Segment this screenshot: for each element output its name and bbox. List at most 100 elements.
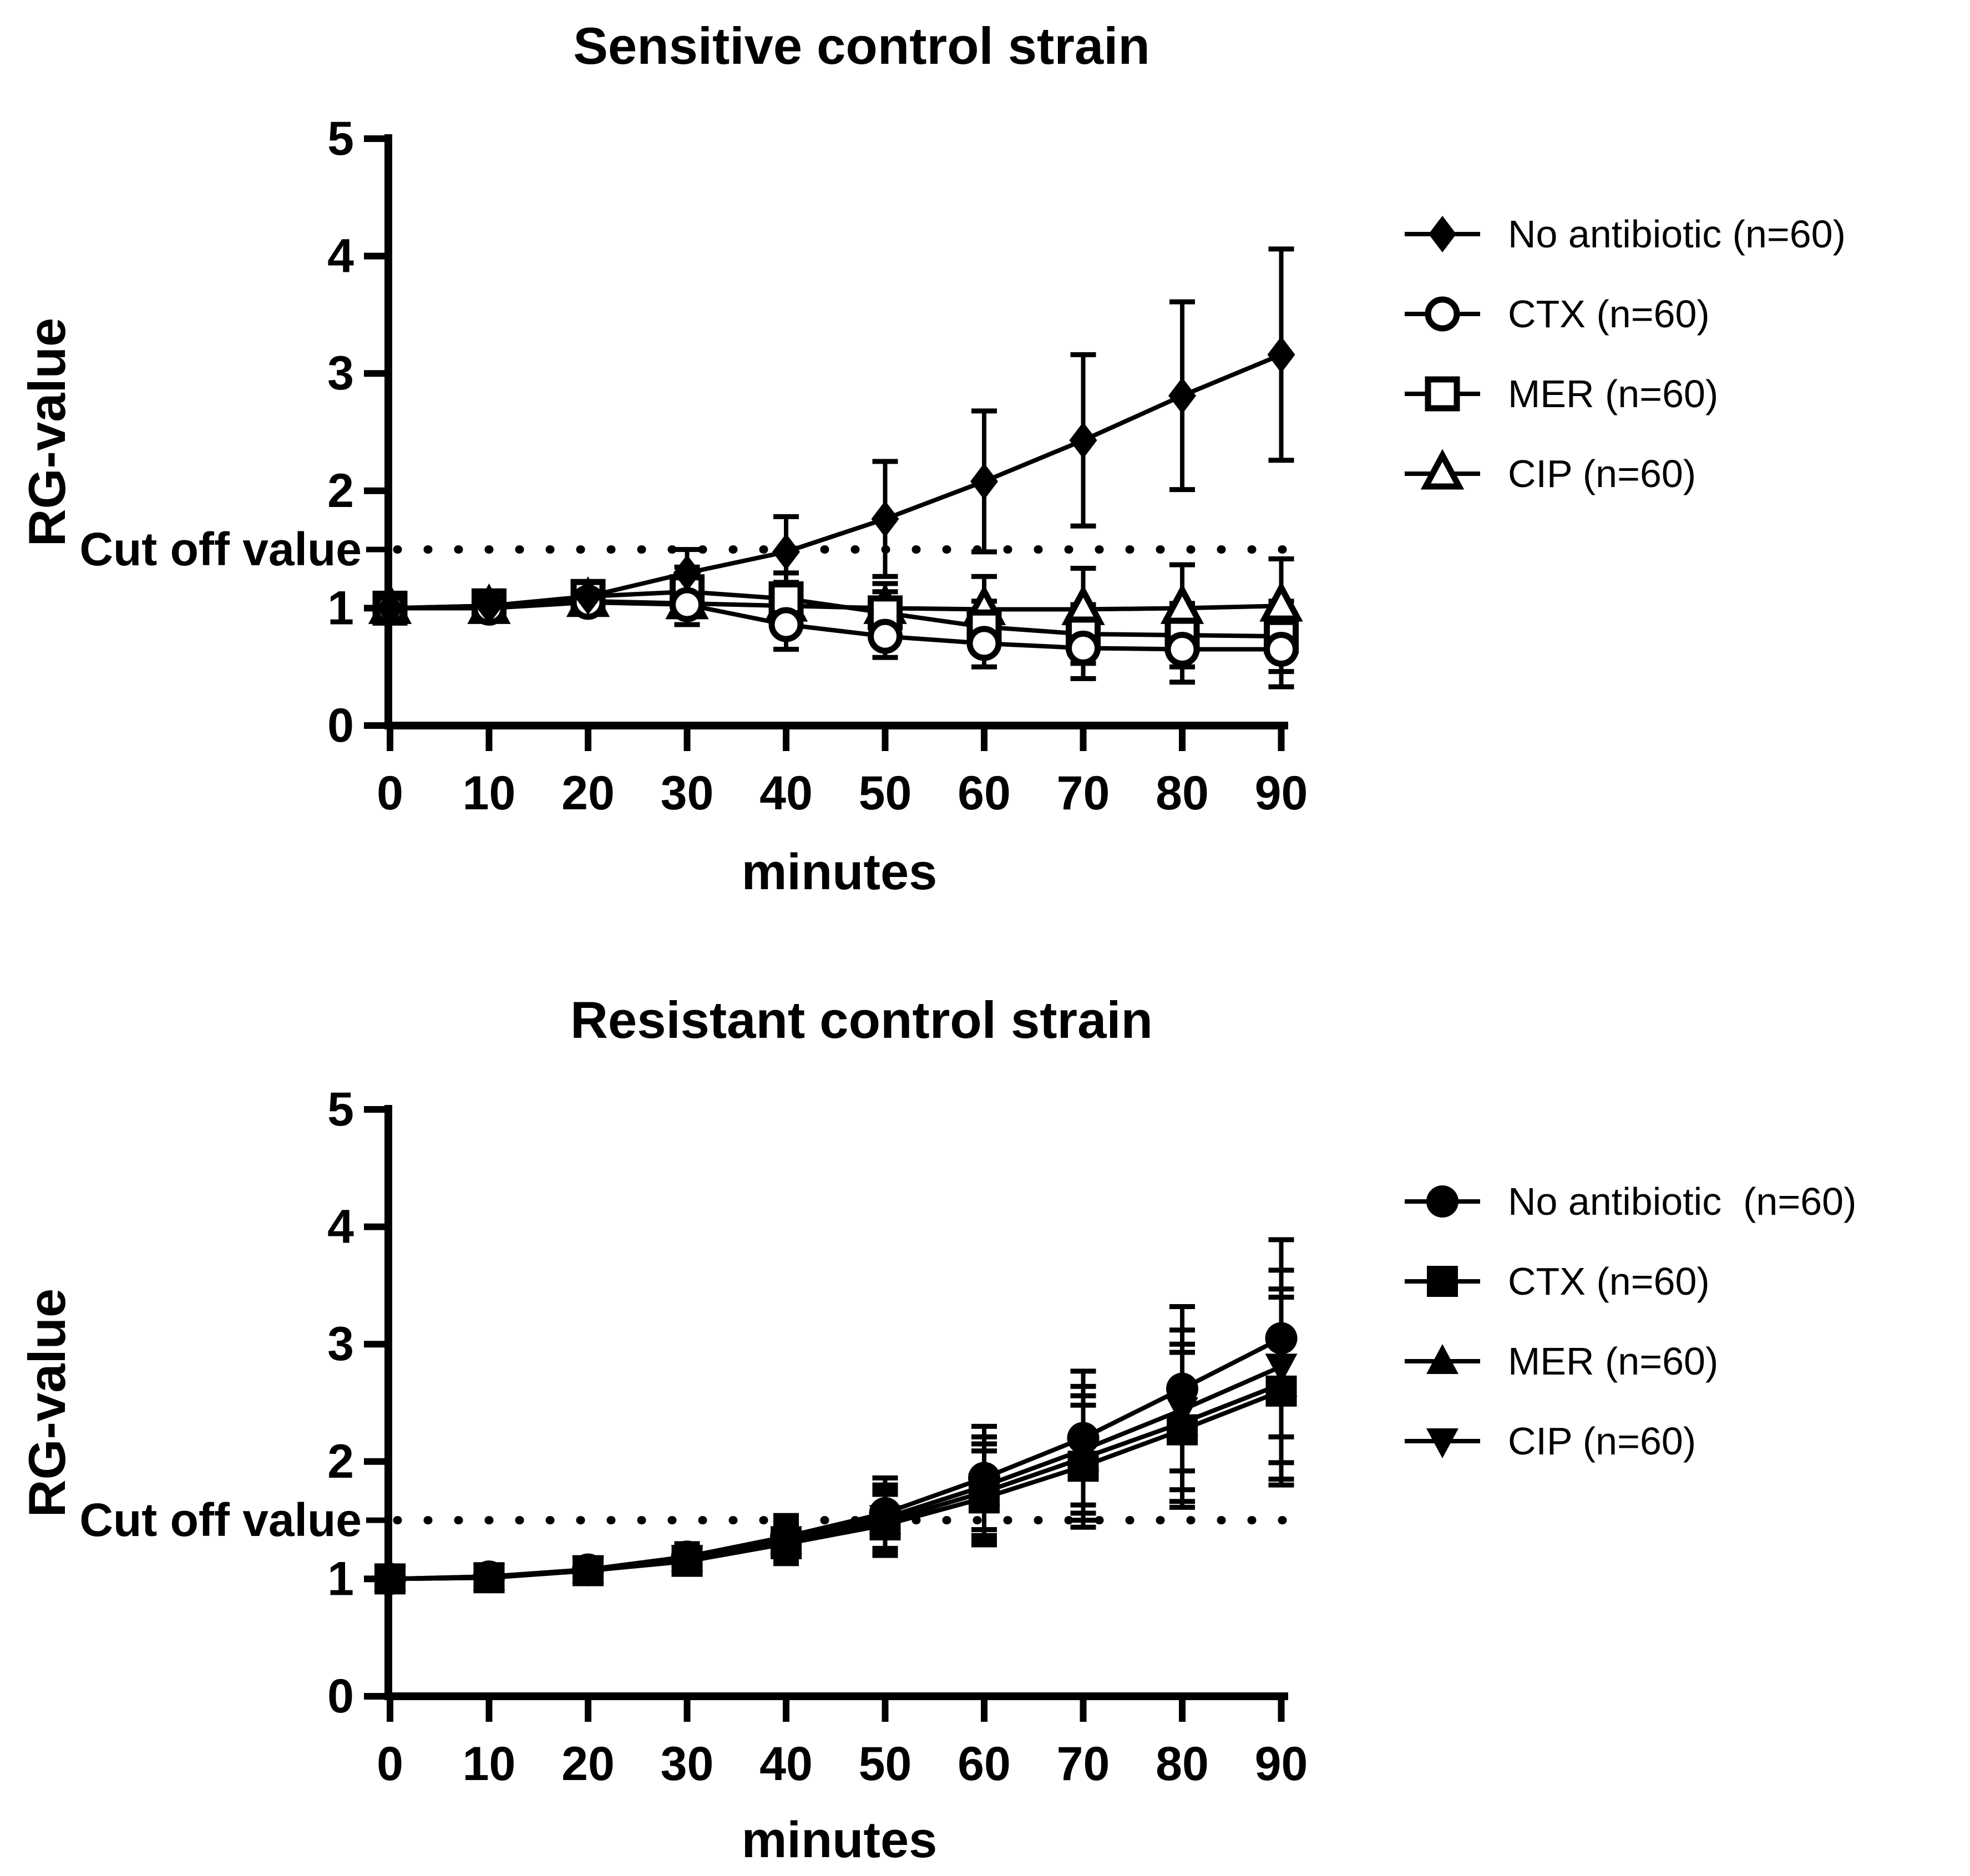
circle-open-icon [966, 626, 1002, 661]
circle-open-icon [1164, 631, 1200, 667]
circle-filled-icon [572, 1553, 604, 1586]
series-markers-ctx-n-60 [372, 585, 1299, 667]
legend-marker-triangle-filled-icon [1405, 1344, 1480, 1374]
page-title-resistant: Resistant control strain [570, 991, 1153, 1049]
cutoff-label: Cut off value [79, 523, 362, 575]
circle-open-icon [1066, 630, 1101, 666]
diamond-filled-icon [1267, 336, 1295, 373]
x-tick-label: 50 [859, 767, 912, 820]
legend-label: CIP (n=60) [1508, 1419, 1696, 1463]
x-tick-label: 60 [958, 1737, 1011, 1791]
series-markers-cip-n-60 [374, 1353, 1298, 1596]
y-axis-label: RG-value [18, 317, 76, 547]
x-tick-label: 80 [1156, 767, 1209, 820]
x-tick-label: 10 [463, 1737, 516, 1791]
series-markers-no-antibiotic-n-60 [374, 1322, 1298, 1595]
page-title-sensitive: Sensitive control strain [573, 17, 1150, 75]
series-line-cip-n-60 [389, 1364, 1283, 1581]
legend-marker-square-open-icon [1405, 376, 1480, 412]
triangle-open-icon [1160, 583, 1204, 624]
circle-filled-icon [1166, 1372, 1198, 1405]
x-tick-label: 70 [1057, 767, 1110, 820]
circle-filled-icon [671, 1540, 703, 1573]
y-tick-label: 2 [327, 464, 354, 518]
circle-open-icon [868, 618, 903, 654]
diamond-filled-icon [1168, 377, 1196, 414]
legend-label: CTX (n=60) [1508, 292, 1710, 336]
circle-filled-icon [473, 1560, 505, 1593]
diamond-filled-icon [1069, 422, 1097, 459]
diamond-filled-icon [376, 590, 404, 627]
legend-label: CTX (n=60) [1508, 1260, 1710, 1303]
legend-label: MER (n=60) [1508, 372, 1719, 415]
square-filled-icon [1167, 1414, 1198, 1446]
circle-filled-icon [770, 1520, 802, 1553]
diamond-filled-icon [871, 500, 899, 538]
x-tick-label: 60 [958, 767, 1011, 820]
x-tick-label: 40 [759, 1737, 813, 1791]
circle-filled-icon [1426, 1185, 1458, 1218]
series-line-ctx-n-60 [390, 600, 1282, 652]
y-axis-label: RG-value [18, 1288, 76, 1518]
legend-item-no-antibiotic-n-60: No antibiotic (n=60) [1404, 1162, 1969, 1241]
y-tick-label: 3 [327, 347, 354, 400]
y-tick-label: 1 [327, 581, 354, 635]
x-tick-label: 50 [859, 1737, 912, 1791]
circle-filled-icon [1067, 1422, 1100, 1454]
error-bars-mer-n-60 [377, 564, 1294, 675]
x-tick-label: 90 [1255, 767, 1308, 820]
triangle-open-icon [1259, 581, 1303, 622]
legend-item-ctx-n-60: CTX (n=60) [1404, 1241, 1969, 1321]
y-tick-label: 4 [327, 1200, 354, 1254]
x-tick-label: 0 [377, 1737, 403, 1791]
sensitive-chart-panel: 0 1 2 3 4 5 0 10 20 30 40 50 60 70 80 90 Sensitive cont… [0, 0, 1970, 937]
circle-open-icon [1425, 296, 1460, 332]
square-filled-icon [1067, 1451, 1099, 1482]
square-filled-icon [1265, 1375, 1297, 1407]
legend-marker-diamond-filled-icon [1405, 216, 1480, 252]
triangle-down-filled-icon [1426, 1428, 1458, 1458]
triangle-open-icon [1420, 449, 1465, 490]
x-tick-label: 20 [561, 767, 615, 820]
series-markers-no-antibiotic-n-60 [376, 336, 1295, 627]
x-tick-label: 90 [1255, 1737, 1308, 1791]
y-tick-label: 1 [327, 1552, 354, 1605]
y-tick-label: 4 [327, 230, 354, 283]
circle-open-icon [768, 607, 804, 642]
circle-filled-icon [869, 1497, 902, 1529]
legend-marker-triangle-down-filled-icon [1405, 1428, 1480, 1458]
circle-filled-icon [1265, 1322, 1298, 1355]
legend-marker-circle-open-icon [1405, 296, 1480, 332]
error-bars-no-antibiotic-n-60 [377, 246, 1294, 617]
legend-label: No antibiotic (n=60) [1508, 1180, 1857, 1223]
series-line-mer-n-60 [389, 1382, 1282, 1581]
diamond-filled-icon [475, 587, 503, 625]
legend-item-mer-n-60: MER (n=60) [1404, 354, 1969, 434]
legend-item-cip-n-60: CIP (n=60) [1404, 1401, 1969, 1481]
series-line-no-antibiotic-n-60 [389, 1336, 1283, 1581]
legend-label: No antibiotic (n=60) [1508, 212, 1846, 256]
x-tick-label: 20 [561, 1737, 615, 1791]
y-tick-label: 5 [327, 112, 354, 165]
circle-open-icon [670, 587, 705, 622]
x-tick-label: 40 [759, 767, 813, 820]
x-tick-label: 30 [661, 1737, 714, 1791]
x-tick-label: 70 [1057, 1737, 1110, 1791]
x-axis-label: minutes [741, 1812, 938, 1868]
cutoff-label: Cut off value [79, 1494, 362, 1546]
y-tick-label: 5 [327, 1083, 354, 1136]
series-markers-ctx-n-60 [374, 1375, 1297, 1595]
legend-marker-circle-filled-icon [1405, 1185, 1480, 1218]
circle-filled-icon [374, 1563, 406, 1595]
square-open-icon [1425, 376, 1460, 412]
x-axis-label: minutes [741, 844, 938, 900]
legend-label: CIP (n=60) [1508, 452, 1696, 495]
legend-marker-square-filled-icon [1405, 1266, 1480, 1297]
series-line-no-antibiotic-n-60 [389, 352, 1283, 611]
x-tick-label: 10 [463, 767, 516, 820]
legend-item-no-antibiotic-n-60: No antibiotic (n=60) [1404, 194, 1969, 274]
